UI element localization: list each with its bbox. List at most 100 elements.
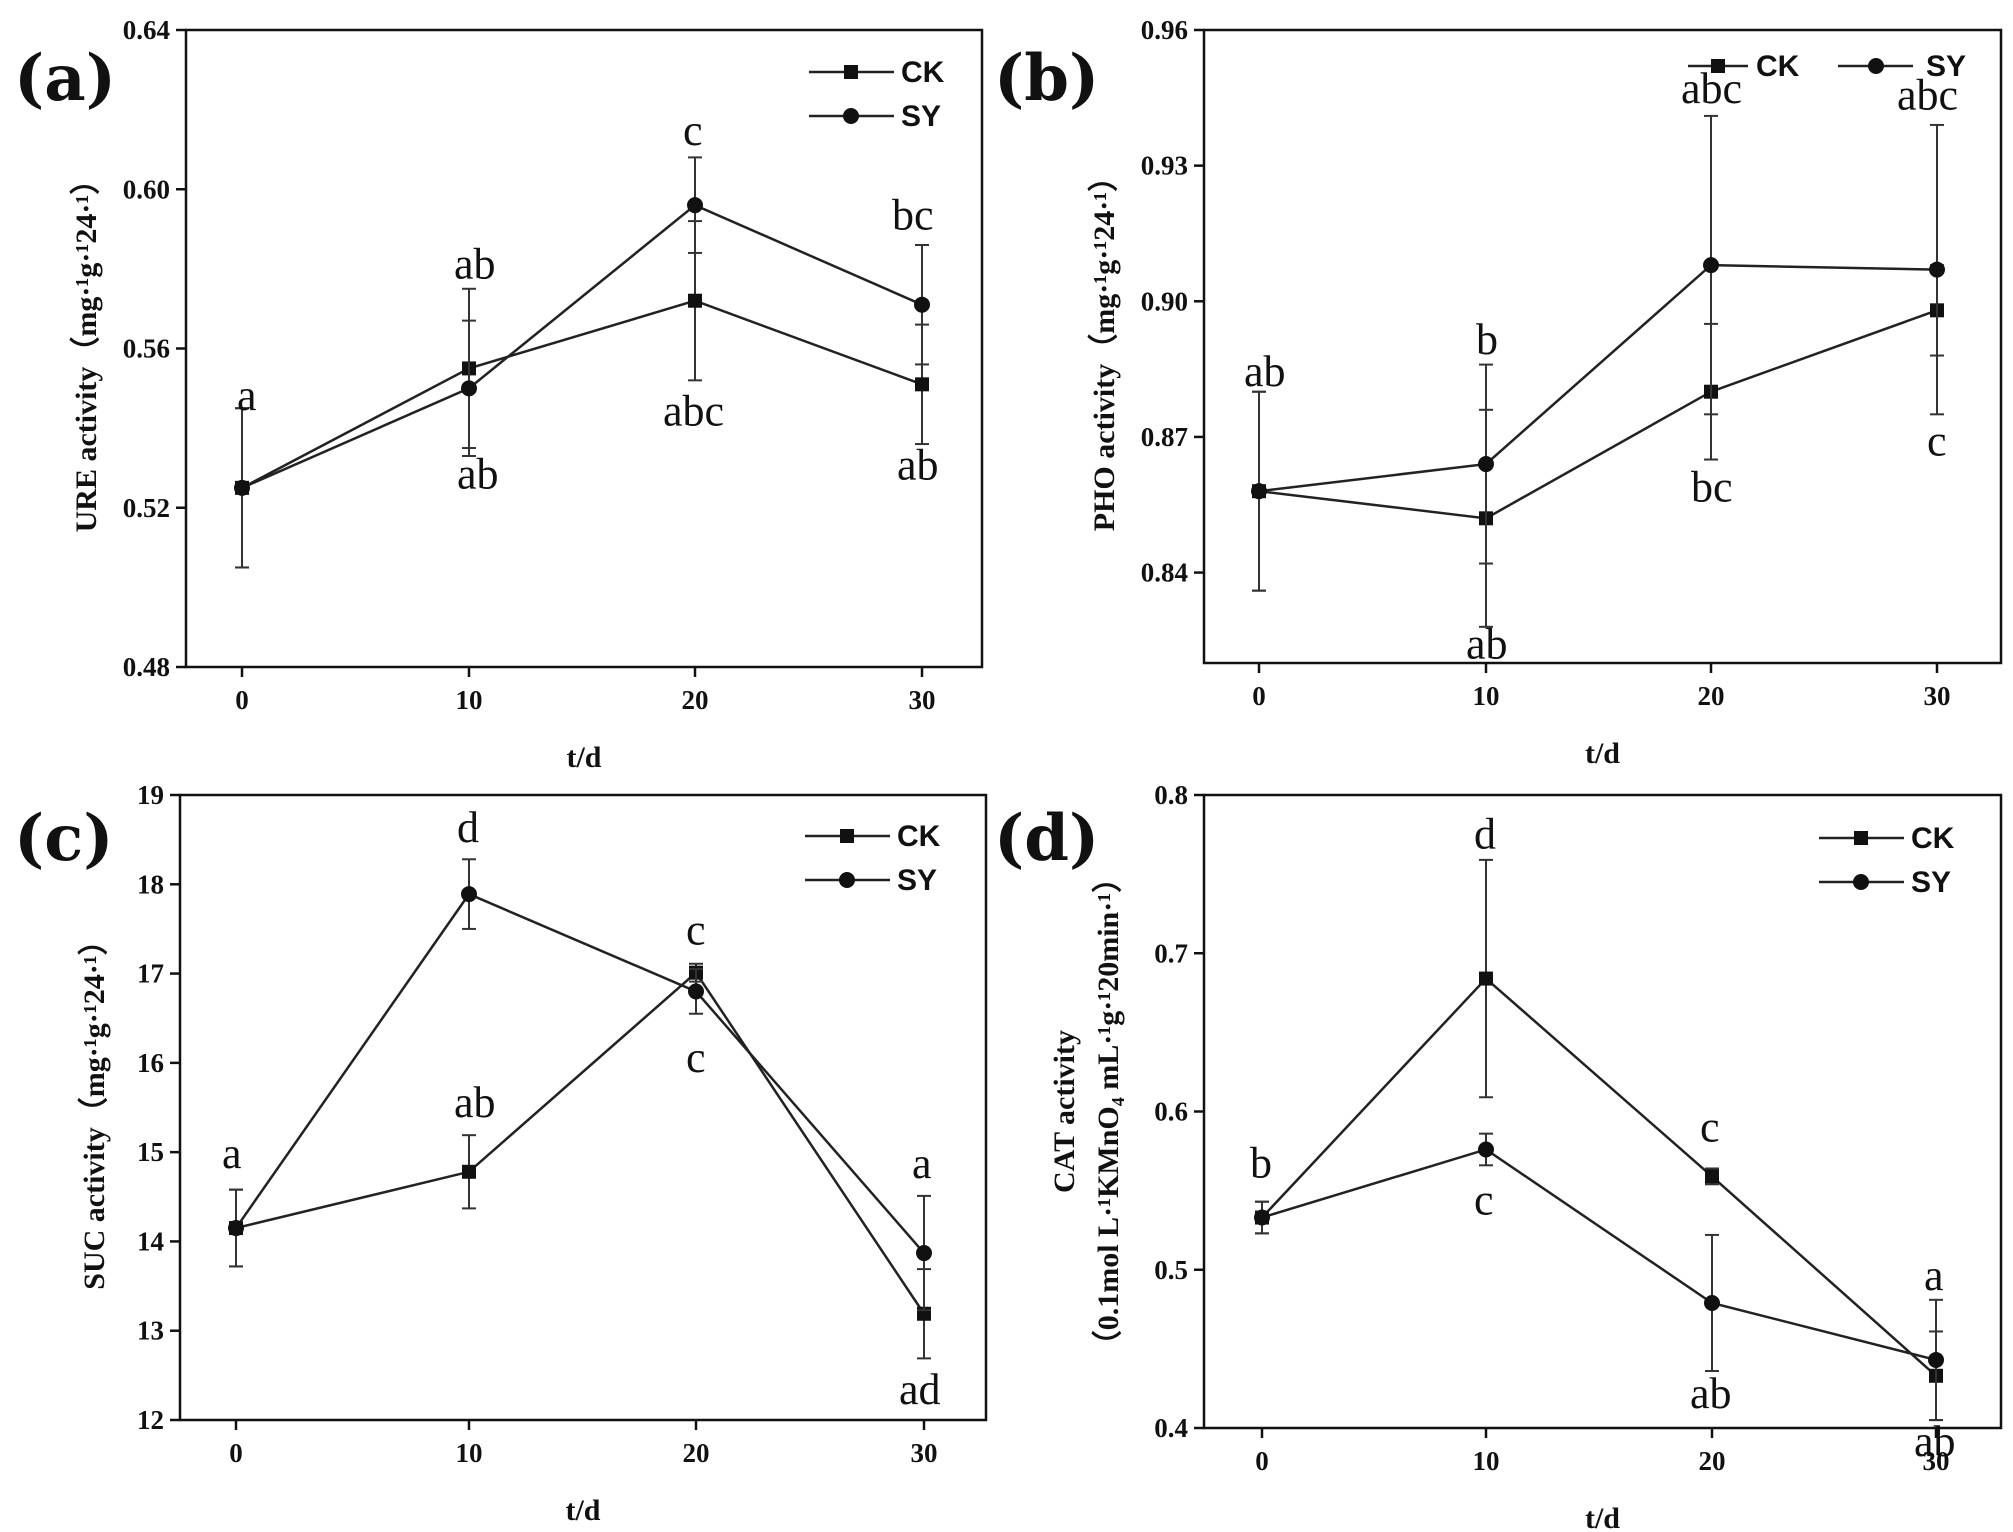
significance-letter: ab (454, 239, 496, 288)
y-tick-label: 0.64 (123, 15, 170, 45)
data-point-sy (916, 1245, 932, 1262)
x-tick-label: 0 (235, 685, 249, 715)
y-tick-label: 0.84 (1141, 558, 1188, 588)
data-point-ck (915, 377, 929, 392)
legend-label-sy: SY (1926, 50, 1966, 83)
y-tick-label: 17 (137, 959, 164, 989)
significance-letter: d (457, 803, 479, 852)
x-axis-label: t/d (1585, 1502, 1620, 1532)
y-axis-label: CAT activity (1048, 1030, 1081, 1193)
series-line-ck (241, 299, 923, 489)
x-axis-label: t/d (566, 741, 601, 774)
significance-letter: c (686, 905, 706, 954)
legend-label-ck: CK (1756, 50, 1800, 83)
panel-c: (c) 12 13 14 15 16 17 18 19 0 10 20 30 t/d SUC activit… (14, 780, 988, 1527)
significance-letter: ab (1244, 347, 1286, 396)
x-tick-label: 0 (1252, 681, 1266, 711)
x-axis-label: t/d (565, 1494, 600, 1527)
significance-letter: ab (454, 1078, 496, 1127)
series-line-ck (1258, 309, 1938, 520)
y-tick-label: 0.60 (123, 174, 170, 204)
data-point-sy (687, 197, 703, 214)
data-point-sy (1703, 257, 1719, 274)
data-point-sy (1704, 1294, 1720, 1311)
x-tick-label: 30 (909, 685, 936, 715)
panel-b: (b) 0.84 0.87 0.90 0.93 0.96 0 10 20 30 t/d PHO act… (994, 15, 2003, 770)
x-tick-label: 20 (683, 1438, 710, 1468)
legend-marker-sy (1868, 58, 1884, 74)
y-tick-label: 0.87 (1141, 422, 1188, 452)
x-tick-label: 30 (1923, 1446, 1950, 1476)
y-tick-label: 0.56 (123, 334, 170, 364)
legend-label-ck: CK (897, 820, 941, 853)
legend-label-sy: SY (1911, 866, 1951, 899)
x-tick-label: 0 (229, 1438, 243, 1468)
x-tick-label: 0 (1255, 1446, 1269, 1476)
significance-letter: ad (899, 1365, 941, 1414)
data-point-sy (228, 1220, 244, 1237)
series-line-sy (241, 203, 923, 489)
y-tick-label: 0.90 (1141, 286, 1188, 316)
data-point-ck (462, 1164, 476, 1179)
series-line-sy (1258, 263, 1938, 493)
significance-letter: c (683, 106, 703, 155)
y-axis-label-units: （0.1mol L·¹KMnO₄ mL·¹g·¹20min·¹） (1091, 863, 1125, 1361)
plot-frame (184, 28, 984, 669)
data-point-sy (1254, 1209, 1270, 1226)
legend-marker-sy (843, 108, 859, 124)
x-tick-label: 30 (911, 1438, 938, 1468)
significance-letter: a (222, 1129, 242, 1178)
legend-marker-ck (1854, 831, 1868, 845)
y-axis-label: URE activity（mg·¹g·¹24·¹） (69, 165, 103, 533)
data-point-sy (688, 983, 704, 1000)
legend-label-ck: CK (1911, 822, 1955, 855)
x-tick-label: 10 (1473, 681, 1500, 711)
x-axis-label: t/d (1585, 737, 1620, 770)
legend-label-sy: SY (901, 100, 941, 133)
data-point-sy (461, 886, 477, 903)
significance-letter: a (1924, 1251, 1944, 1300)
legend-label-sy: SY (897, 864, 937, 897)
data-point-sy (461, 380, 477, 397)
significance-letter: c (1474, 1175, 1494, 1224)
x-tick-label: 10 (456, 685, 483, 715)
data-point-ck (1705, 1169, 1719, 1184)
significance-letter: b (1250, 1139, 1272, 1188)
data-point-ck (1479, 971, 1493, 986)
panel-label: (b) (994, 41, 1099, 116)
significance-letter: a (912, 1139, 932, 1188)
y-tick-label: 16 (137, 1048, 164, 1078)
significance-letter: ab (1690, 1369, 1732, 1418)
panel-label: (c) (14, 801, 114, 876)
significance-letter: d (1474, 810, 1496, 859)
y-tick-label: 0.48 (123, 652, 170, 682)
x-tick-label: 30 (1924, 681, 1951, 711)
legend-marker-sy (839, 872, 855, 888)
significance-letter: abc (1897, 71, 1958, 120)
series-line-sy (234, 892, 925, 1254)
significance-letter: c (1700, 1102, 1720, 1151)
series-line-ck (235, 970, 926, 1315)
legend-label-ck: CK (901, 56, 945, 89)
y-tick-label: 13 (137, 1316, 164, 1346)
data-point-sy (234, 479, 250, 496)
data-point-ck (688, 293, 702, 308)
x-tick-label: 20 (682, 685, 709, 715)
y-tick-label: 19 (137, 780, 164, 810)
y-axis-label: SUC activity（mg·¹g·¹24·¹） (77, 925, 111, 1289)
y-tick-label: 0.5 (1154, 1255, 1188, 1285)
y-tick-label: 0.8 (1154, 780, 1188, 810)
panel-d: (d) 0.4 0.5 0.6 0.7 0.8 0 10 20 30 t/d CAT activity… (994, 780, 2003, 1532)
data-point-sy (1478, 1141, 1494, 1158)
y-tick-label: 0.52 (123, 493, 170, 523)
y-tick-label: 18 (137, 869, 164, 899)
significance-letter: ab (1466, 619, 1508, 668)
significance-letter: ab (457, 449, 499, 498)
y-tick-label: 0.7 (1154, 938, 1188, 968)
legend-marker-ck (1711, 59, 1725, 73)
x-tick-label: 20 (1699, 1446, 1726, 1476)
data-point-sy (1929, 261, 1945, 278)
y-tick-label: 0.93 (1141, 151, 1188, 181)
plot-frame (1202, 793, 2003, 1430)
data-point-sy (1478, 456, 1494, 473)
